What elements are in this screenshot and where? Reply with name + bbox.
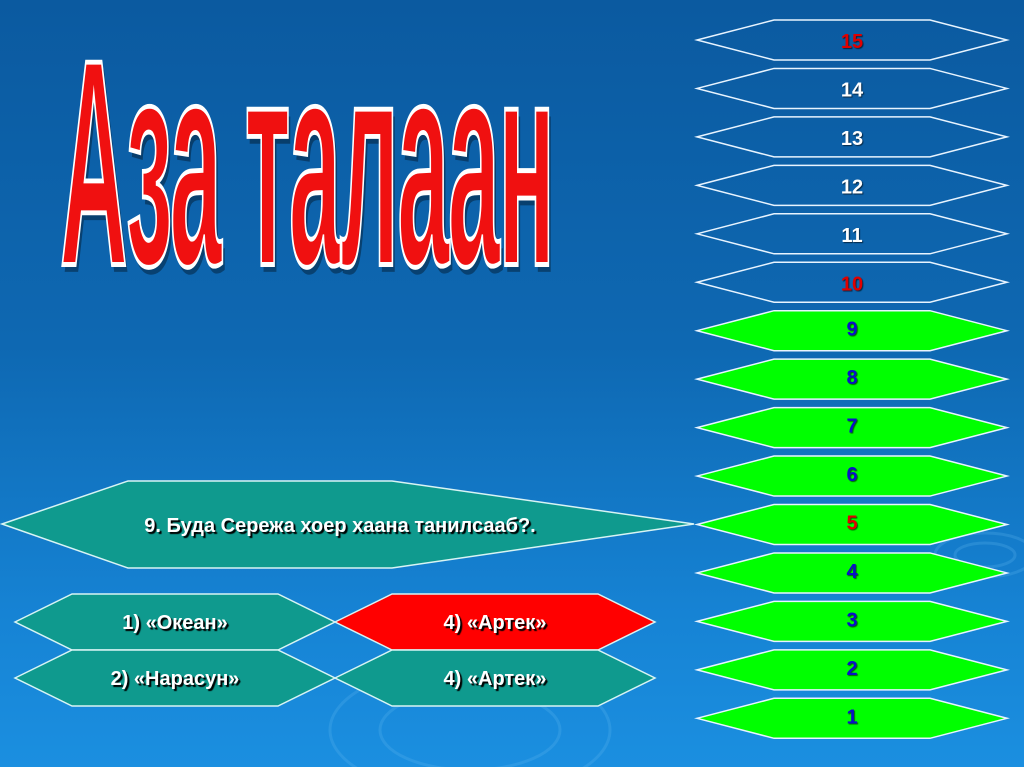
ladder-hexagon	[694, 213, 1010, 255]
question-text: 9. Буда Сережа хоер хаана танилсааб?.	[144, 515, 535, 537]
answer-text: 1) «Океан»	[122, 612, 227, 634]
ladder-step-7: 7	[694, 406, 1010, 449]
ladder-hexagon	[694, 261, 1010, 303]
answer-option-1[interactable]: 1) «Океан»	[13, 593, 337, 651]
question-box: 9. Буда Сережа хоер хаана танилсааб?.	[0, 480, 695, 569]
ladder-number: 11	[841, 225, 862, 247]
ladder-number: 13	[841, 128, 863, 150]
ladder-step-14: 14	[694, 67, 1010, 110]
answer-hexagon[interactable]	[333, 649, 657, 707]
ladder-hexagon	[694, 67, 1010, 110]
game-title-text: Аза талаан	[59, 0, 555, 331]
ladder-step-9: 9	[694, 309, 1010, 352]
ladder-number: 4	[846, 561, 858, 583]
answer-text: 4) «Артек»	[444, 612, 547, 634]
ladder-hexagon	[694, 358, 1010, 400]
ladder-number: 15	[841, 31, 863, 53]
ladder-step-10: 10	[694, 261, 1010, 303]
answer-text: 4) «Артек»	[444, 668, 547, 690]
prize-ladder: 15 14 13 12 11 10 9 8 7 6 5 4 3 2 1	[694, 19, 1010, 740]
ladder-hexagon	[694, 503, 1010, 546]
answer-option-3[interactable]: 2) «Нарасун»	[13, 649, 337, 707]
ladder-hexagon	[694, 455, 1010, 497]
ladder-hexagon	[694, 116, 1010, 158]
ladder-step-11: 11	[694, 213, 1010, 255]
ladder-hexagon	[694, 309, 1010, 352]
ladder-number: 9	[846, 319, 857, 341]
ladder-step-15: 15	[694, 19, 1010, 61]
ladder-hexagon	[694, 600, 1010, 643]
ladder-hexagon	[694, 164, 1010, 207]
ladder-number: 3	[846, 609, 857, 631]
ladder-step-1: 1	[694, 697, 1010, 740]
ladder-number: 2	[846, 658, 857, 680]
answer-option-4[interactable]: 4) «Артек»	[333, 649, 657, 707]
ladder-number: 1	[846, 706, 857, 728]
ladder-step-8: 8	[694, 358, 1010, 400]
ladder-number: 7	[846, 416, 857, 438]
ladder-step-4: 4	[694, 552, 1010, 594]
question-hexagon	[0, 480, 695, 569]
ladder-hexagon	[694, 649, 1010, 691]
ladder-step-6: 6	[694, 455, 1010, 497]
ladder-step-2: 2	[694, 649, 1010, 691]
ladder-hexagon	[694, 552, 1010, 594]
answer-option-2[interactable]: 4) «Артек»	[333, 593, 657, 651]
ladder-number: 5	[846, 513, 857, 535]
ladder-number: 8	[846, 367, 857, 389]
ladder-hexagon	[694, 19, 1010, 61]
ladder-step-12: 12	[694, 164, 1010, 207]
ladder-step-13: 13	[694, 116, 1010, 158]
ladder-number: 6	[846, 464, 857, 486]
ladder-number: 10	[841, 273, 863, 295]
answer-text: 2) «Нарасун»	[111, 668, 240, 690]
ladder-step-5: 5	[694, 503, 1010, 546]
ladder-hexagon	[694, 697, 1010, 740]
ladder-number: 12	[841, 176, 863, 198]
ladder-hexagon	[694, 406, 1010, 449]
ladder-step-3: 3	[694, 600, 1010, 643]
answer-options: 1) «Океан» 4) «Артек» 2) «Нарасун» 4) «Арте…	[13, 593, 657, 707]
game-title: Аза талаан	[59, 0, 630, 331]
ladder-number: 14	[841, 79, 864, 101]
